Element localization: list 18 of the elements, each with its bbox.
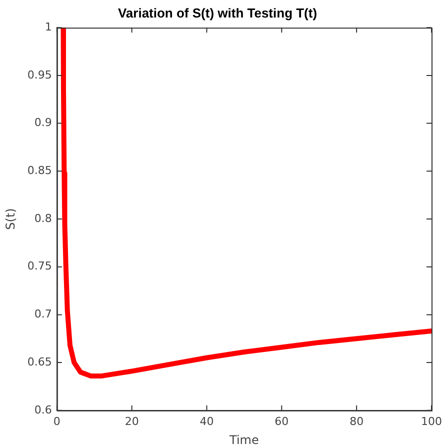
x-tick-label: 20 — [124, 414, 139, 428]
y-tick-label: 0.75 — [27, 260, 52, 273]
x-tick-label: 60 — [274, 414, 289, 428]
y-tick-label: 0.9 — [34, 116, 52, 130]
y-tick-label: 0.65 — [27, 355, 52, 368]
chart-title: Variation of S(t) with Testing T(t) — [118, 5, 318, 20]
y-tick-label: 0.95 — [27, 68, 52, 82]
y-tick-label: 0.85 — [27, 164, 52, 178]
x-tick-label: 0 — [53, 414, 60, 428]
x-tick-label: 100 — [421, 414, 442, 428]
x-axis-title: Time — [228, 432, 259, 447]
y-tick-label: 1 — [44, 20, 52, 34]
y-tick-label: 0.7 — [34, 308, 52, 321]
y-tick-label: 0.6 — [34, 403, 52, 416]
x-tick-label: 80 — [350, 414, 364, 428]
y-tick-label: 0.8 — [34, 212, 52, 225]
y-axis-title: S(t) — [3, 208, 18, 230]
x-tick-label: 40 — [200, 414, 214, 428]
